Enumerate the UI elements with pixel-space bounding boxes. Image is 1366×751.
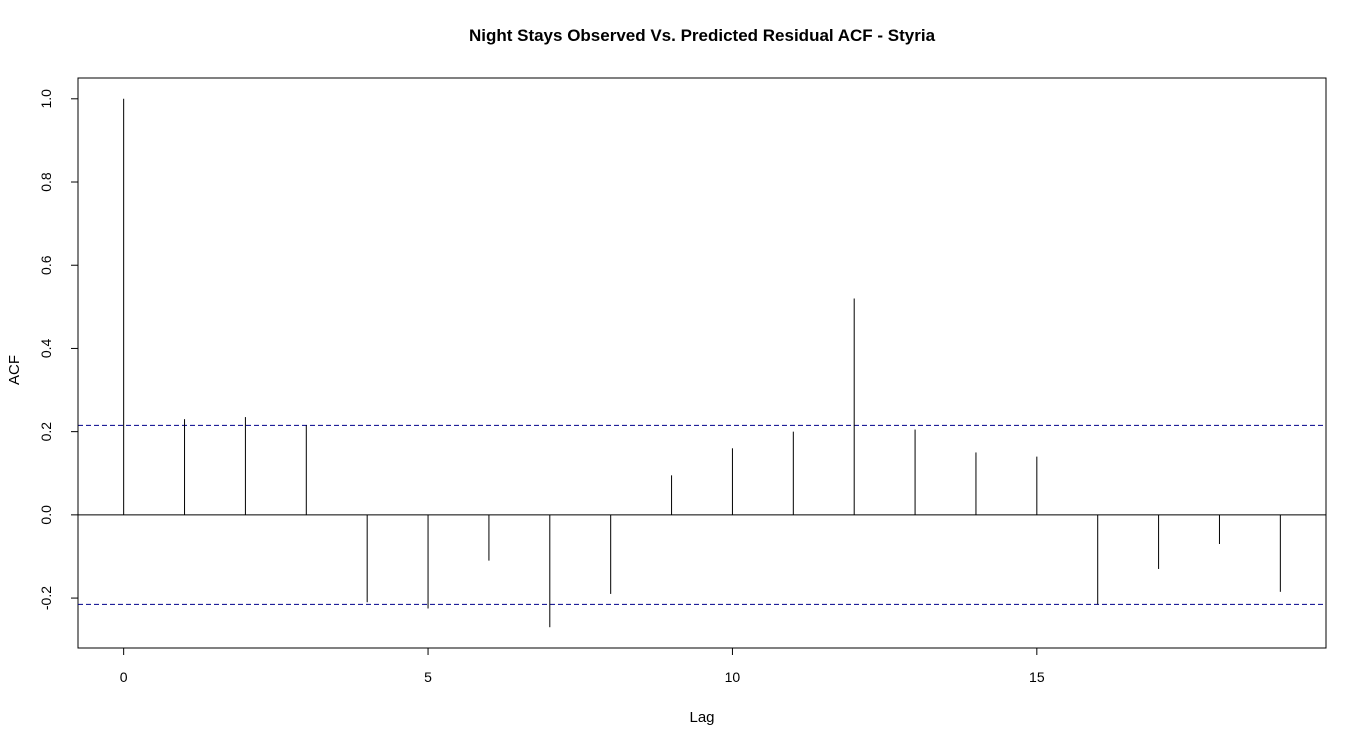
plot-frame xyxy=(77,77,1327,649)
y-tick-label: 1.0 xyxy=(38,89,54,109)
y-axis-title: ACF xyxy=(6,355,23,385)
y-tick-label: -0.2 xyxy=(38,586,54,610)
y-tick-label: 0.4 xyxy=(38,338,54,358)
y-tick-label: 0.2 xyxy=(38,422,54,442)
x-tick-label: 10 xyxy=(725,669,741,685)
plot-area: 0 5 10 15 -0.2 0.0 0.2 0.4 0.6 0.8 1.0 xyxy=(38,77,1327,685)
x-tick-label: 15 xyxy=(1029,669,1045,685)
y-tick-label: 0.0 xyxy=(38,505,54,525)
x-tick-label: 0 xyxy=(120,669,128,685)
y-tick-label: 0.8 xyxy=(38,172,54,192)
chart-title: Night Stays Observed Vs. Predicted Resid… xyxy=(469,26,936,45)
x-axis-title: Lag xyxy=(689,709,714,726)
x-tick-label: 5 xyxy=(424,669,432,685)
y-tick-label: 0.6 xyxy=(38,255,54,275)
